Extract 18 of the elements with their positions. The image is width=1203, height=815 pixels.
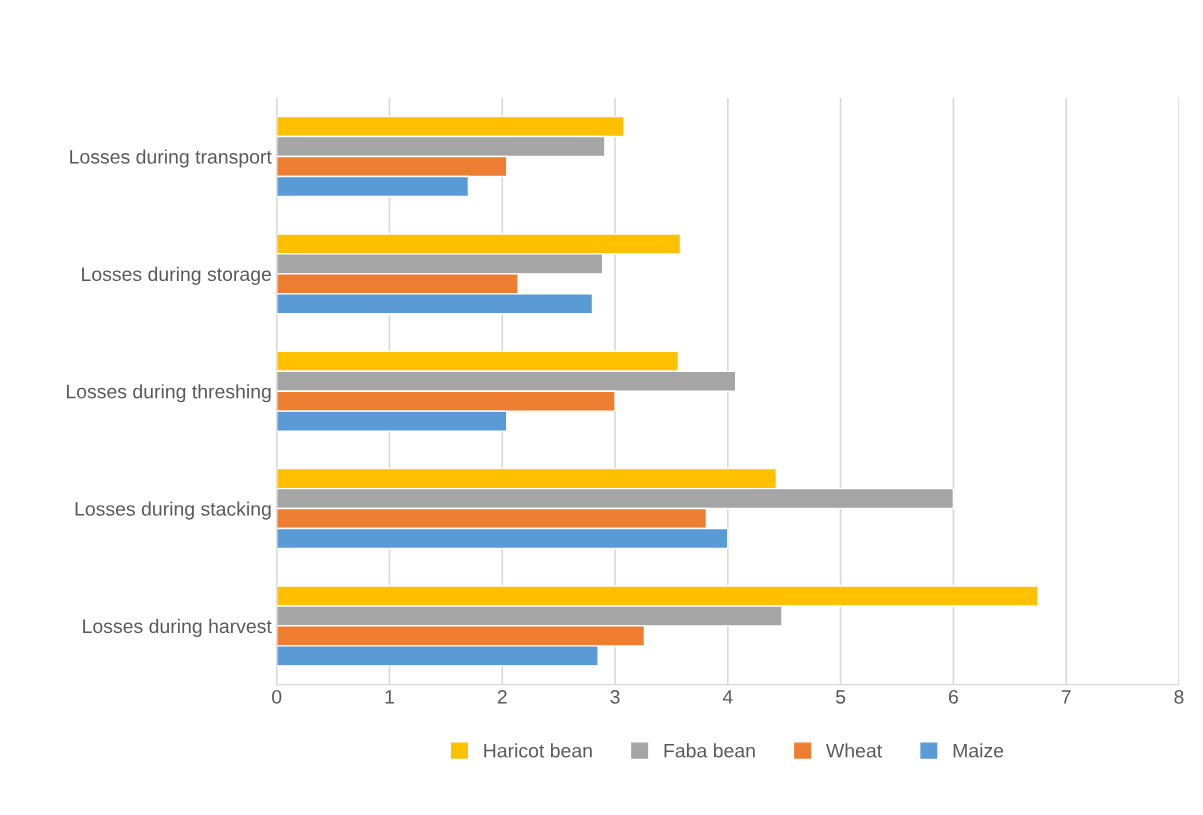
x-tick-label: 1 [385, 690, 394, 704]
y-tick-label: Losses during storage [82, 266, 271, 285]
legend-label: Faba bean [664, 743, 755, 758]
legend-label: Maize [953, 743, 1004, 758]
y-tick-label: Losses during threshing [66, 384, 271, 403]
y-tick-label: Losses during transport [70, 149, 272, 168]
x-tick-label: 6 [948, 689, 958, 704]
x-tick-label: 2 [497, 689, 507, 704]
x-tick-label: 8 [1174, 689, 1184, 704]
x-tick-label: 4 [722, 690, 733, 704]
y-tick-label: Losses during harvest [83, 618, 272, 637]
x-tick-label: 7 [1061, 690, 1071, 704]
legend-label: Wheat [826, 743, 882, 758]
x-tick-label: 5 [835, 690, 846, 704]
legend-label: Haricot bean [484, 743, 592, 758]
x-tick-label: 3 [610, 689, 620, 704]
x-tick-label: 0 [272, 689, 282, 704]
y-tick-label: Losses during stacking [75, 501, 271, 520]
